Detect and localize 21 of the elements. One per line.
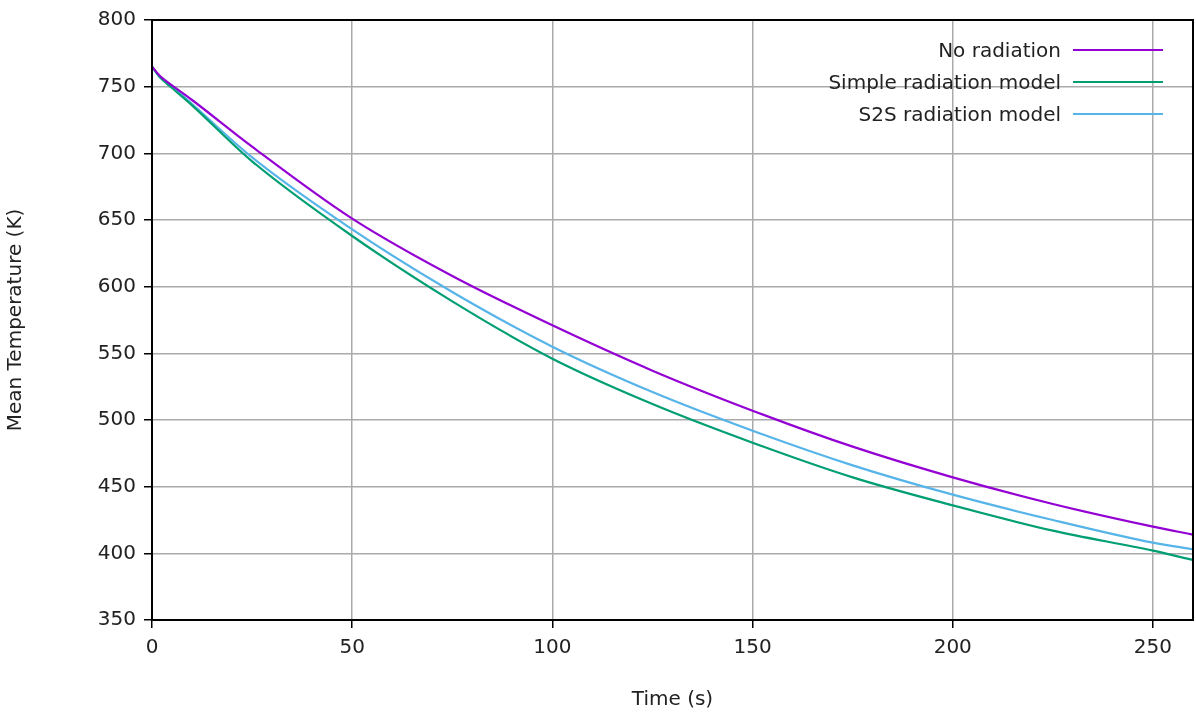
y-tick-label: 500 [97, 406, 136, 431]
x-tick-label: 50 [339, 634, 365, 659]
y-tick-label: 450 [97, 472, 136, 497]
y-tick-label: 400 [97, 539, 136, 564]
x-tick-label: 0 [145, 634, 159, 659]
x-axis-title: Time (s) [630, 686, 714, 711]
y-tick-label: 600 [97, 272, 136, 297]
x-tick-label: 100 [533, 634, 572, 659]
y-tick-label: 750 [97, 72, 136, 97]
y-tick-label: 800 [97, 6, 136, 31]
x-tick-label: 150 [733, 634, 772, 659]
legend-label: S2S radiation model [858, 102, 1061, 126]
legend-label: No radiation [938, 38, 1061, 62]
y-tick-label: 350 [97, 606, 136, 631]
x-tick-label: 250 [1133, 634, 1173, 659]
legend-label: Simple radiation model [828, 70, 1061, 94]
y-tick-label: 550 [97, 339, 136, 364]
y-tick-label: 700 [97, 139, 136, 164]
y-tick-label: 650 [97, 206, 136, 231]
x-tick-label: 200 [933, 634, 972, 659]
y-axis-title: Mean Temperature (K) [2, 208, 27, 432]
